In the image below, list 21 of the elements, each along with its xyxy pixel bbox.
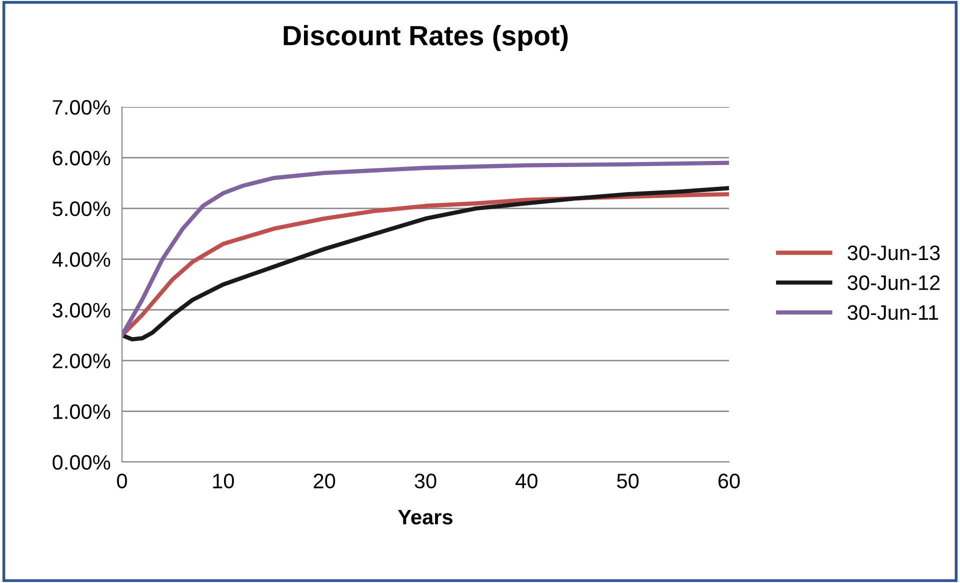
- x-tick-label: 60: [718, 474, 740, 488]
- legend-label: 30-Jun-13: [848, 246, 940, 260]
- y-tick-label: 4.00%: [52, 252, 110, 267]
- y-tick-label: 5.00%: [52, 201, 110, 216]
- x-tick-label: 40: [516, 474, 538, 488]
- y-tick-label: 1.00%: [53, 404, 110, 420]
- x-tick-label: 0: [117, 474, 127, 488]
- x-axis-title: Years: [398, 510, 452, 524]
- x-tick-label: 20: [314, 474, 336, 488]
- chart-title: Discount Rates (spot): [284, 25, 568, 51]
- x-tick-label: 50: [617, 474, 639, 488]
- line-series: [122, 160, 729, 338]
- y-tick-label: 2.00%: [52, 354, 110, 368]
- x-tick-label: 10: [213, 474, 234, 488]
- y-tick-label: 0.00%: [52, 455, 110, 470]
- legend-label: 30-Jun-12: [848, 275, 940, 290]
- legend-label: 30-Jun-11: [848, 305, 938, 320]
- y-tick-label: 6.00%: [52, 150, 110, 166]
- y-tick-label: 7.00%: [52, 100, 110, 115]
- x-tick-label: 30: [414, 474, 436, 488]
- y-tick-label: 3.00%: [52, 302, 110, 318]
